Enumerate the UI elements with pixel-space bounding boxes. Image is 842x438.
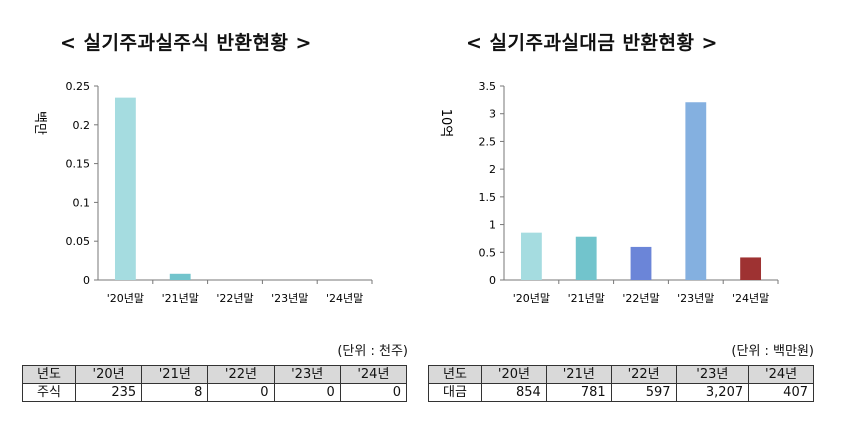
table-cell: 3,207	[675, 383, 750, 402]
y-axis-label: 백만	[32, 111, 47, 135]
y-tick-label: 0.15	[66, 158, 91, 171]
y-tick-label: 0.5	[479, 246, 497, 259]
table-header-row: 년도 '20년 '21년 '22년 '23년 '24년	[428, 365, 814, 384]
table-row-label: 주식	[22, 383, 76, 402]
y-tick-label: 2	[489, 163, 496, 176]
y-tick-label: 1.5	[479, 191, 497, 204]
y-tick-label: 0	[83, 274, 90, 287]
y-tick-label: 3.5	[479, 80, 497, 93]
y-tick-label: 1	[489, 219, 496, 232]
table-header-cell: '20년	[481, 365, 547, 384]
right-unit-note: (단위 : 백만원)	[731, 344, 814, 359]
x-tick-label: '20년말	[513, 292, 550, 305]
table-header-cell: '24년	[748, 365, 814, 384]
table-cell: 0	[273, 383, 341, 402]
table-header-cell: '24년	[339, 365, 408, 384]
table-row: 주식 235 8 0 0 0	[22, 383, 408, 402]
table-header-row: 년도 '20년 '21년 '22년 '23년 '24년	[22, 365, 408, 384]
table-cell: 781	[545, 383, 612, 402]
x-tick-label: '21년말	[568, 292, 605, 305]
bar	[630, 246, 652, 280]
table-cell: 597	[610, 383, 677, 402]
stock-return-table: 년도 '20년 '21년 '22년 '23년 '24년 주식 235 8 0 0…	[22, 365, 408, 402]
x-tick-label: '22년말	[216, 292, 253, 305]
payment-return-table: 년도 '20년 '21년 '22년 '23년 '24년 대금 854 781 5…	[428, 365, 814, 402]
bar	[114, 97, 136, 280]
y-tick-label: 0	[489, 274, 496, 287]
right-chart-title: < 실기주과실대금 반환현황 >	[466, 32, 718, 54]
x-tick-label: '24년말	[732, 292, 769, 305]
stock-return-bar-chart: 백만 0.25 0.2 0.15 0.1 0.05 0 '20년말 '21년말 '22년말 '23년…	[32, 80, 373, 305]
left-chart-title: < 실기주과실주식 반환현황 >	[60, 32, 312, 54]
left-unit-note: (단위 : 천주)	[337, 344, 408, 359]
x-tick-label: '20년말	[107, 292, 144, 305]
bar	[575, 236, 597, 280]
table-header-cell: '21년	[141, 365, 209, 384]
x-tick-label: '23년말	[677, 292, 714, 305]
y-tick-label: 0.2	[73, 119, 91, 132]
table-header-cell: '21년	[545, 365, 612, 384]
table-header-cell: '20년	[74, 365, 143, 384]
y-axis-label: 10억	[438, 109, 453, 138]
table-header-cell: '23년	[273, 365, 341, 384]
payment-return-bar-chart: 10억 3.5 3 2.5 2 1.5 1 0.5 0 '20년말 '21년말 '22년말 '23년말 '…	[438, 80, 779, 305]
table-header-cell: 년도	[428, 365, 482, 384]
table-cell: 854	[481, 383, 547, 402]
table-cell: 407	[748, 383, 814, 402]
table-row-label: 대금	[428, 383, 482, 402]
x-tick-label: '24년말	[326, 292, 363, 305]
bar	[740, 257, 762, 280]
x-tick-label: '23년말	[271, 292, 308, 305]
table-cell: 0	[339, 383, 408, 402]
table-header-cell: 년도	[22, 365, 76, 384]
y-tick-label: 3	[489, 108, 496, 121]
table-header-cell: '22년	[610, 365, 677, 384]
bar	[169, 273, 191, 280]
y-tick-label: 0.25	[66, 80, 91, 93]
x-tick-label: '22년말	[622, 292, 659, 305]
y-tick-label: 0.1	[73, 196, 91, 209]
table-header-cell: '23년	[675, 365, 750, 384]
table-cell: 0	[207, 383, 275, 402]
table-cell: 235	[74, 383, 143, 402]
y-tick-label: 2.5	[479, 135, 497, 148]
bar	[685, 102, 707, 280]
table-cell: 8	[141, 383, 209, 402]
y-tick-label: 0.05	[66, 235, 91, 248]
bar	[520, 232, 542, 280]
table-row: 대금 854 781 597 3,207 407	[428, 383, 814, 402]
table-header-cell: '22년	[207, 365, 275, 384]
x-tick-label: '21년말	[162, 292, 199, 305]
